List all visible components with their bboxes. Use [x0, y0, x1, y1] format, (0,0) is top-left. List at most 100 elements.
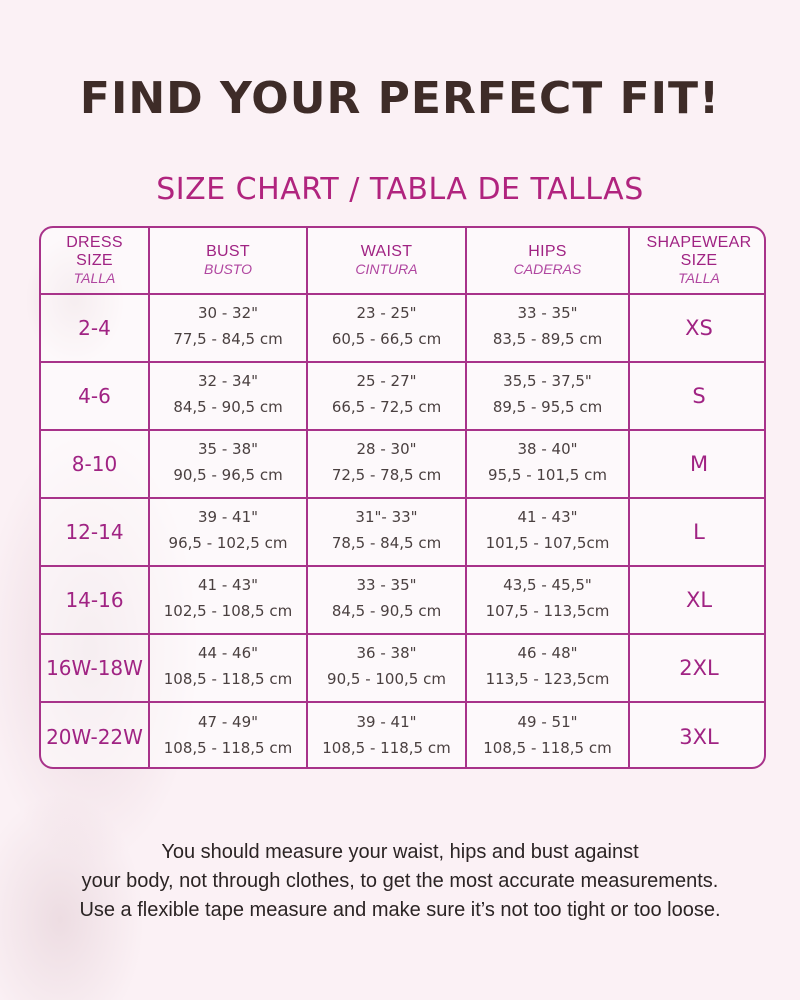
- dress-size: 16W-18W: [46, 656, 143, 680]
- bust-cm: 108,5 - 118,5 cm: [163, 670, 293, 688]
- header-sublabel: TALLA: [73, 270, 116, 286]
- dress-size-cell: 16W-18W: [41, 633, 150, 703]
- waist-cell: 25 - 27" 66,5 - 72,5 cm: [306, 361, 467, 431]
- bust-cm: 90,5 - 96,5 cm: [173, 466, 283, 484]
- waist-inches: 28 - 30": [356, 440, 417, 458]
- hips-cell: 41 - 43" 101,5 - 107,5cm: [465, 497, 630, 567]
- shapewear-size: XS: [685, 316, 713, 340]
- table-row: 16W-18W 44 - 46" 108,5 - 118,5 cm 36 - 38…: [41, 633, 764, 703]
- dress-size: 14-16: [65, 588, 124, 612]
- shapewear-size: 3XL: [679, 724, 719, 749]
- hips-cm: 95,5 - 101,5 cm: [488, 466, 607, 484]
- dress-size-cell: 4-6: [41, 361, 150, 431]
- dress-size: 2-4: [78, 316, 111, 340]
- bust-cell: 35 - 38" 90,5 - 96,5 cm: [148, 429, 308, 499]
- bust-cell: 41 - 43" 102,5 - 108,5 cm: [148, 565, 308, 635]
- header-row: DRESS SIZE TALLA BUST BUSTO WAIST CINTUR…: [41, 228, 764, 295]
- table-row: 8-10 35 - 38" 90,5 - 96,5 cm 28 - 30" 72,5…: [41, 429, 764, 499]
- hips-cm: 107,5 - 113,5cm: [485, 602, 610, 620]
- header-label: DRESS: [66, 234, 123, 251]
- hips-cell: 46 - 48" 113,5 - 123,5cm: [465, 633, 630, 703]
- dress-size: 12-14: [65, 520, 124, 544]
- header-label: SIZE: [680, 252, 718, 269]
- header-bust: BUST BUSTO: [148, 228, 308, 295]
- header-dress-size: DRESS SIZE TALLA: [41, 228, 150, 295]
- shapewear-size-cell: XS: [628, 293, 764, 363]
- header-hips: HIPS CADERAS: [465, 228, 630, 295]
- header-sublabel: CINTURA: [355, 261, 418, 277]
- bust-cell: 44 - 46" 108,5 - 118,5 cm: [148, 633, 308, 703]
- dress-size: 8-10: [71, 452, 118, 476]
- hips-inches: 43,5 - 45,5": [503, 576, 592, 594]
- waist-cell: 28 - 30" 72,5 - 78,5 cm: [306, 429, 467, 499]
- shapewear-size-cell: S: [628, 361, 764, 431]
- dress-size-cell: 14-16: [41, 565, 150, 635]
- hips-cm: 89,5 - 95,5 cm: [492, 398, 603, 416]
- bust-inches: 41 - 43": [197, 576, 259, 594]
- table-row: 14-16 41 - 43" 102,5 - 108,5 cm 33 - 35" 8…: [41, 565, 764, 635]
- header-sublabel: BUSTO: [204, 261, 252, 277]
- waist-cm: 66,5 - 72,5 cm: [331, 398, 442, 416]
- size-chart-title: SIZE CHART / TABLA DE TALLAS: [156, 172, 644, 207]
- dress-size-cell: 2-4: [41, 293, 150, 363]
- hips-inches: 33 - 35": [517, 304, 578, 322]
- instruction-line: Use a flexible tape measure and make sur…: [79, 899, 721, 921]
- header-sublabel: CADERAS: [513, 261, 582, 277]
- waist-cm: 108,5 - 118,5 cm: [322, 738, 451, 757]
- waist-cm: 72,5 - 78,5 cm: [331, 466, 442, 484]
- hips-cell: 38 - 40" 95,5 - 101,5 cm: [465, 429, 630, 499]
- waist-inches: 25 - 27": [356, 372, 417, 390]
- hips-inches: 38 - 40": [517, 440, 578, 458]
- waist-cell: 33 - 35" 84,5 - 90,5 cm: [306, 565, 467, 635]
- size-chart-table: DRESS SIZE TALLA BUST BUSTO WAIST CINTUR…: [39, 226, 766, 769]
- hips-cm: 113,5 - 123,5cm: [485, 670, 610, 688]
- waist-inches: 23 - 25": [356, 304, 417, 322]
- table-row: 4-6 32 - 34" 84,5 - 90,5 cm 25 - 27" 66,5 …: [41, 361, 764, 431]
- header-sublabel: TALLA: [678, 270, 720, 286]
- hips-cell: 35,5 - 37,5" 89,5 - 95,5 cm: [465, 361, 630, 431]
- waist-inches: 33 - 35": [356, 576, 417, 594]
- shapewear-size-cell: L: [628, 497, 764, 567]
- bust-cell: 30 - 32" 77,5 - 84,5 cm: [148, 293, 308, 363]
- waist-cell: 31"- 33" 78,5 - 84,5 cm: [306, 497, 467, 567]
- bust-cell: 47 - 49" 108,5 - 118,5 cm: [148, 701, 308, 767]
- header-waist: WAIST CINTURA: [306, 228, 467, 295]
- hips-inches: 41 - 43": [517, 508, 578, 526]
- waist-cm: 90,5 - 100,5 cm: [327, 670, 446, 688]
- dress-size-cell: 20W-22W: [41, 701, 150, 767]
- bust-cm: 102,5 - 108,5 cm: [163, 602, 293, 620]
- waist-cell: 36 - 38" 90,5 - 100,5 cm: [306, 633, 467, 703]
- header-label: WAIST: [360, 243, 413, 260]
- bust-inches: 30 - 32": [197, 304, 259, 322]
- hips-cell: 33 - 35" 83,5 - 89,5 cm: [465, 293, 630, 363]
- table-row: 20W-22W 47 - 49" 108,5 - 118,5 cm 39 - 41…: [41, 701, 764, 767]
- bust-cm: 77,5 - 84,5 cm: [173, 330, 283, 348]
- header-label: BUST: [206, 243, 250, 260]
- instruction-line: your body, not through clothes, to get t…: [81, 870, 719, 892]
- hips-cm: 108,5 - 118,5 cm: [483, 738, 612, 757]
- bust-cell: 39 - 41" 96,5 - 102,5 cm: [148, 497, 308, 567]
- waist-cm: 84,5 - 90,5 cm: [331, 602, 442, 620]
- table-row: 12-14 39 - 41" 96,5 - 102,5 cm 31"- 33" 78…: [41, 497, 764, 567]
- bust-cm: 84,5 - 90,5 cm: [173, 398, 283, 416]
- shapewear-size-cell: 3XL: [628, 701, 764, 767]
- hips-cell: 43,5 - 45,5" 107,5 - 113,5cm: [465, 565, 630, 635]
- bust-cm: 96,5 - 102,5 cm: [168, 534, 288, 552]
- shapewear-size: M: [689, 452, 709, 476]
- waist-cm: 60,5 - 66,5 cm: [331, 330, 442, 348]
- waist-inches: 39 - 41": [356, 712, 417, 731]
- waist-cell: 39 - 41" 108,5 - 118,5 cm: [306, 701, 467, 767]
- hips-inches: 49 - 51": [517, 712, 578, 731]
- shapewear-size-cell: M: [628, 429, 764, 499]
- bust-inches: 32 - 34": [197, 372, 259, 390]
- header-shapewear-size: SHAPEWEAR SIZE TALLA: [628, 228, 764, 295]
- shapewear-size-cell: XL: [628, 565, 764, 635]
- bust-inches: 44 - 46": [197, 644, 259, 662]
- bust-cm: 108,5 - 118,5 cm: [163, 738, 293, 757]
- hips-cm: 83,5 - 89,5 cm: [492, 330, 603, 348]
- page-title: FIND YOUR PERFECT FIT!: [79, 73, 721, 125]
- waist-inches: 31"- 33": [355, 508, 418, 526]
- bust-inches: 39 - 41": [197, 508, 259, 526]
- dress-size: 20W-22W: [46, 724, 143, 749]
- dress-size-cell: 12-14: [41, 497, 150, 567]
